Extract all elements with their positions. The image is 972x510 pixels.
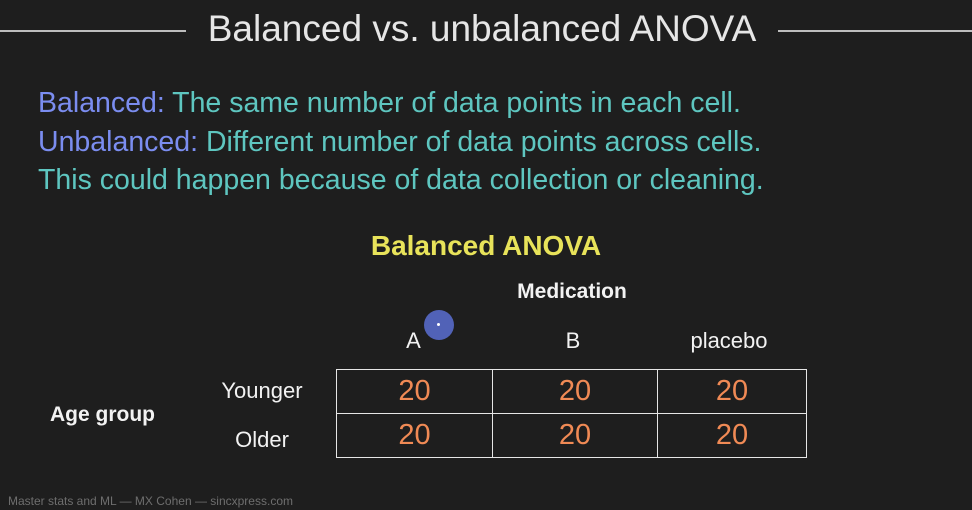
- definitions: Balanced: The same number of data points…: [38, 84, 958, 200]
- footer-credit: Master stats and ML — MX Cohen — sincxpr…: [8, 494, 293, 508]
- title-rule-right: [778, 30, 972, 32]
- cell-younger-a: 20: [336, 369, 493, 414]
- column-factor-label: Medication: [517, 280, 627, 303]
- cell-younger-b: 20: [492, 369, 658, 414]
- column-header-a: A: [406, 328, 421, 353]
- row-factor-label: Age group: [50, 403, 155, 426]
- table-row: 20 20 20: [336, 369, 807, 414]
- title-rule-left: [0, 30, 186, 32]
- slide-title: Balanced vs. unbalanced ANOVA: [207, 8, 757, 49]
- cell-older-a: 20: [336, 413, 493, 458]
- definition-note: This could happen because of data collec…: [38, 161, 958, 200]
- cell-older-b: 20: [492, 413, 658, 458]
- table-title: Balanced ANOVA: [370, 230, 602, 261]
- table-row: 20 20 20: [336, 413, 807, 458]
- row-header-older: Older: [235, 427, 289, 452]
- cell-younger-placebo: 20: [657, 369, 807, 414]
- column-header-placebo: placebo: [690, 328, 768, 353]
- anova-cell-table: 20 20 20 20 20 20: [336, 369, 807, 458]
- term-unbalanced: Unbalanced:: [38, 125, 199, 158]
- definition-note-text: This could happen because of data collec…: [38, 164, 764, 196]
- definition-unbalanced-text: Different number of data points across c…: [198, 125, 762, 158]
- row-header-younger: Younger: [221, 378, 303, 403]
- definition-unbalanced: Unbalanced: Different number of data poi…: [38, 123, 958, 162]
- definition-balanced: Balanced: The same number of data points…: [38, 84, 958, 123]
- term-balanced: Balanced:: [38, 87, 165, 119]
- cell-older-placebo: 20: [657, 413, 807, 458]
- definition-balanced-text: The same number of data points in each c…: [164, 87, 741, 119]
- column-header-b: B: [565, 328, 581, 353]
- pointer-cursor-icon: [424, 310, 454, 340]
